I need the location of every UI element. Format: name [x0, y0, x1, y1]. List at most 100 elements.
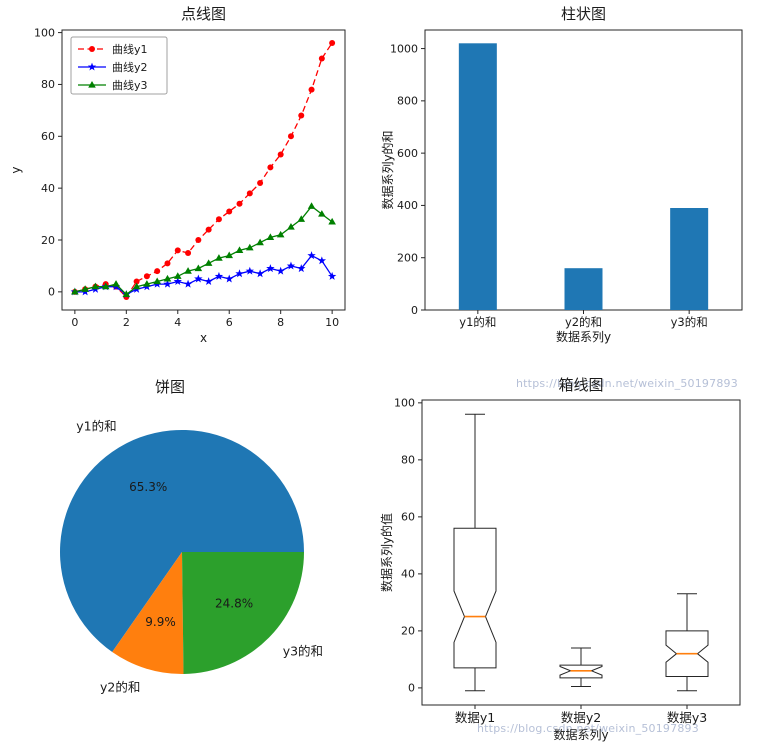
marker-circle	[308, 86, 315, 93]
x-tick-label: 0	[71, 316, 78, 329]
x-tick-label: 数据y1	[455, 710, 495, 725]
watermark-text: https://blog.csdn.net/weixin_50197893	[516, 377, 738, 390]
marker-circle	[318, 55, 325, 62]
marker-triangle	[328, 217, 336, 225]
x-tick-label: y2的和	[565, 315, 602, 329]
marker-star	[87, 62, 97, 71]
chart-title: 柱状图	[561, 5, 606, 23]
marker-star	[307, 251, 316, 260]
x-tick-label: 2	[123, 316, 130, 329]
y-tick-label: 600	[397, 147, 418, 160]
bar	[670, 208, 709, 310]
marker-triangle	[153, 277, 161, 285]
x-tick-label: y1的和	[459, 315, 496, 329]
marker-circle	[89, 46, 95, 52]
marker-circle	[277, 151, 284, 158]
marker-star	[235, 269, 244, 278]
marker-star	[297, 264, 306, 273]
marker-circle	[143, 273, 150, 280]
marker-star	[276, 266, 285, 275]
chart-title: 点线图	[181, 5, 226, 23]
x-tick-label: 8	[277, 316, 284, 329]
marker-circle	[236, 200, 243, 207]
x-tick-label: 6	[226, 316, 233, 329]
pie-pct-label: 9.9%	[145, 615, 176, 629]
x-tick-label: 数据y2	[561, 710, 601, 725]
marker-circle	[226, 208, 233, 215]
marker-circle	[287, 133, 294, 140]
marker-star	[225, 274, 234, 283]
y-tick-label: 20	[41, 234, 55, 247]
marker-star	[214, 271, 224, 280]
marker-circle	[164, 260, 171, 267]
y-tick-label: 40	[401, 568, 415, 581]
marker-circle	[205, 226, 212, 233]
marker-triangle	[276, 230, 285, 238]
marker-triangle	[173, 272, 182, 279]
pie-label: y3的和	[283, 643, 323, 658]
marker-triangle	[235, 246, 244, 253]
y-tick-label: 400	[397, 199, 418, 212]
x-axis-label: 数据系列y	[553, 727, 608, 742]
marker-star	[286, 261, 296, 270]
marker-circle	[215, 216, 222, 223]
marker-triangle	[91, 282, 100, 290]
y-tick-label: 0	[48, 286, 55, 299]
marker-star	[183, 279, 193, 288]
marker-triangle	[215, 254, 223, 261]
marker-triangle	[143, 280, 151, 287]
notched-box	[453, 527, 497, 669]
marker-star	[194, 274, 203, 283]
marker-star	[245, 266, 254, 275]
marker-circle	[174, 247, 181, 254]
marker-triangle	[132, 282, 141, 290]
marker-triangle	[287, 223, 295, 230]
axes-frame	[61, 29, 346, 311]
marker-triangle	[204, 259, 213, 266]
marker-triangle	[71, 287, 79, 295]
marker-circle	[267, 164, 274, 171]
pie-pct-label: 65.3%	[129, 480, 167, 494]
y-tick-label: 100	[394, 397, 415, 410]
marker-star	[204, 277, 213, 286]
marker-circle	[329, 39, 336, 46]
marker-triangle	[88, 81, 96, 88]
marker-triangle	[266, 233, 275, 241]
legend-label: 曲线y2	[112, 60, 148, 74]
x-axis-label: 数据系列y	[556, 329, 611, 344]
marker-triangle	[246, 243, 254, 251]
marker-star	[255, 269, 265, 278]
marker-triangle	[122, 290, 131, 298]
chart-title: 饼图	[155, 378, 185, 396]
series-line-2	[74, 254, 333, 296]
marker-triangle	[163, 274, 172, 282]
marker-triangle	[101, 282, 110, 290]
marker-triangle	[256, 238, 264, 246]
series-line-1	[74, 42, 333, 299]
y-tick-label: 20	[401, 625, 415, 638]
marker-triangle	[81, 285, 89, 292]
marker-star	[327, 271, 337, 280]
pie-slice-1	[60, 429, 305, 652]
marker-triangle	[297, 215, 306, 222]
marker-triangle	[194, 264, 203, 272]
pie-label: y1的和	[76, 419, 116, 434]
y-tick-label: 80	[41, 78, 55, 91]
marker-star	[317, 256, 327, 265]
marker-triangle	[318, 210, 326, 217]
y-tick-label: 0	[408, 682, 415, 695]
y-tick-label: 60	[41, 130, 55, 143]
marker-circle	[246, 190, 253, 197]
x-tick-label: 4	[174, 316, 181, 329]
marker-circle	[195, 237, 202, 243]
bar	[564, 268, 603, 310]
line-chart: 0 20 40 60 80 100 0 2 4 6 8 10 点线图 x y 曲线y1 曲线y2 曲线y3	[9, 5, 346, 345]
y-tick-label: 1000	[390, 42, 418, 55]
y-tick-label: 80	[401, 454, 415, 467]
x-axis-label: x	[200, 331, 207, 345]
y-tick-label: 200	[397, 252, 418, 265]
marker-star	[163, 279, 172, 288]
